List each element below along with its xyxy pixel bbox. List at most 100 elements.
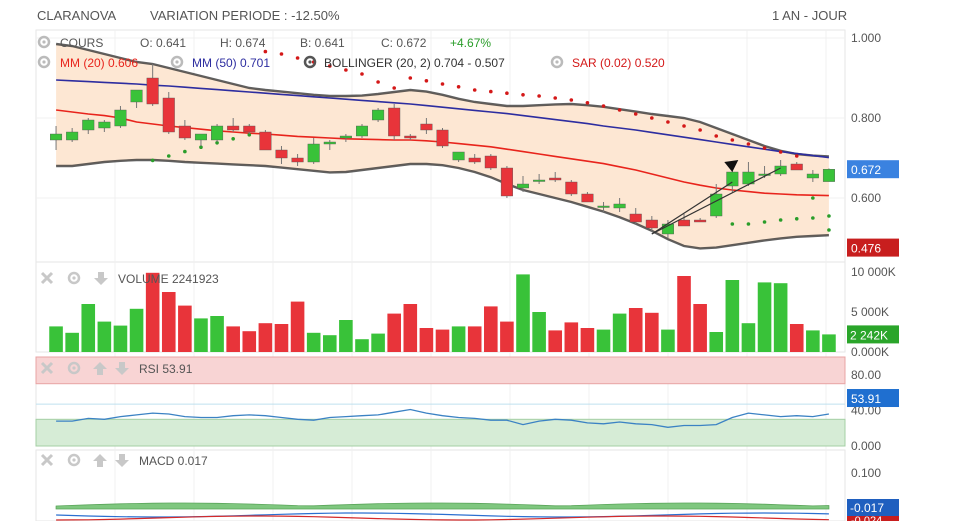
- volume-bar: [628, 308, 643, 352]
- trend-arrow-icon: [724, 160, 739, 172]
- sar-dot: [279, 52, 284, 56]
- last-rsi-label: 53.91: [851, 392, 881, 406]
- sar-dot: [456, 85, 461, 89]
- volume-bar: [596, 329, 611, 352]
- sar-dot: [746, 222, 751, 226]
- change-value: +4.67%: [450, 36, 491, 50]
- last-volume-badge: [847, 325, 899, 344]
- last-macd-label: -0.017: [850, 501, 884, 515]
- sar-gear-icon[interactable]: [550, 55, 564, 69]
- instrument-name: CLARANOVA: [37, 8, 117, 23]
- candle-body: [404, 135, 417, 139]
- volume-bar: [403, 304, 418, 352]
- candle-body: [372, 109, 385, 121]
- volume-bar: [725, 280, 740, 352]
- candle-body: [339, 135, 352, 139]
- volume-bar: [65, 332, 79, 352]
- sar-dot: [150, 158, 155, 163]
- volume-bar: [145, 272, 160, 352]
- volume-bar: [451, 326, 466, 352]
- sar-dot: [199, 145, 203, 149]
- gear-icon[interactable]: [67, 271, 81, 285]
- gear-icon[interactable]: [67, 453, 81, 467]
- sar-dot: [617, 108, 622, 112]
- bollinger-gear-icon[interactable]: [303, 55, 317, 69]
- mm50-gear-icon[interactable]: [170, 55, 184, 69]
- arrow-down-icon[interactable]: [115, 362, 129, 375]
- volume-bar: [677, 276, 691, 352]
- gear-icon[interactable]: [37, 35, 51, 49]
- sar-dot: [424, 79, 429, 83]
- candle-body: [275, 149, 288, 159]
- close-icon[interactable]: [40, 361, 54, 375]
- sar-dot: [650, 116, 654, 120]
- candle-body: [790, 163, 803, 171]
- volume-bar: [274, 324, 289, 352]
- volume-bar: [242, 331, 257, 352]
- gear-icon[interactable]: [67, 361, 81, 375]
- sar-dot: [794, 154, 799, 158]
- last-volume-label: 2 242K: [850, 328, 888, 342]
- open-value: O: 0.641: [140, 36, 186, 50]
- last-price-label: 0.672: [851, 163, 881, 177]
- candle-body: [533, 179, 546, 182]
- sar-dot: [746, 142, 751, 146]
- mm20-gear-icon[interactable]: [37, 55, 51, 69]
- volume-bar: [612, 313, 627, 352]
- low-value: B: 0.641: [300, 36, 345, 50]
- sar-dot: [247, 133, 252, 137]
- volume-bar: [306, 332, 321, 352]
- sar-dot: [762, 220, 767, 224]
- candle-body: [323, 141, 336, 145]
- volume-bar: [822, 334, 836, 352]
- candle-body: [162, 97, 175, 133]
- sar-dot: [794, 217, 799, 221]
- candle-body: [436, 129, 449, 147]
- bollinger-lower-band: [56, 158, 829, 250]
- volume-bar: [97, 321, 112, 352]
- arrow-down-icon[interactable]: [115, 454, 129, 467]
- volume-tick-label: 10 000K: [851, 265, 896, 279]
- candle-body: [146, 77, 159, 105]
- candle-body: [178, 125, 191, 139]
- candle-body: [629, 213, 642, 223]
- trend-line: [651, 181, 733, 235]
- close-icon[interactable]: [40, 453, 54, 467]
- sar-dot: [730, 222, 735, 226]
- period-selector[interactable]: 1 AN - JOUR: [772, 8, 848, 23]
- candle-body: [710, 193, 723, 217]
- sar-dot: [585, 101, 590, 105]
- candle-body: [452, 151, 465, 161]
- sar-dot: [762, 146, 767, 150]
- mm50-line: [56, 79, 829, 159]
- candle-body: [468, 157, 481, 163]
- candle-body: [388, 107, 401, 137]
- volume-bar: [757, 282, 772, 352]
- sar-dot: [489, 89, 493, 94]
- arrow-up-icon[interactable]: [93, 362, 107, 375]
- volume-bar: [500, 321, 514, 352]
- volume-tick-label: 0.000K: [851, 345, 889, 359]
- sar-dot: [166, 154, 171, 158]
- sar-dot: [344, 68, 348, 72]
- sar-dot: [327, 64, 332, 68]
- sar-dot: [633, 112, 638, 116]
- bollinger-label: BOLLINGER (20, 2) 0.704 - 0.507: [324, 56, 505, 70]
- arrow-down-icon[interactable]: [94, 272, 108, 285]
- sar-dot: [521, 93, 525, 97]
- candle-body: [259, 131, 272, 151]
- candle-body: [211, 125, 224, 141]
- rsi-line: [56, 408, 830, 428]
- candle-body: [678, 219, 691, 227]
- macd-histogram: [55, 502, 830, 510]
- arrow-up-icon[interactable]: [93, 454, 107, 467]
- mm50-label: MM (50) 0.701: [192, 56, 270, 70]
- trend-line: [651, 167, 781, 235]
- volume-bar: [564, 322, 579, 352]
- volume-bar: [693, 304, 707, 352]
- close-icon[interactable]: [40, 271, 54, 285]
- volume-bar: [741, 323, 756, 352]
- candle-body: [307, 143, 320, 163]
- high-value: H: 0.674: [220, 36, 266, 50]
